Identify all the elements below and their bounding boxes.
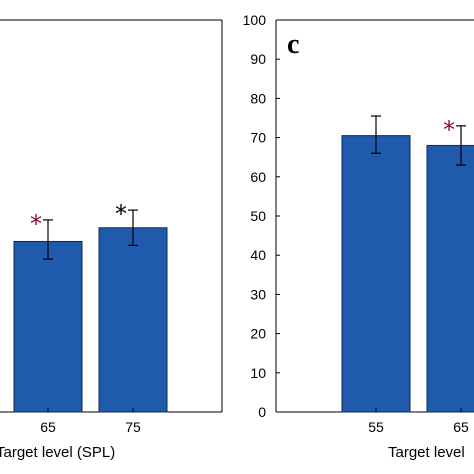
bar-1-55 — [341, 135, 411, 413]
bar-0-65 — [13, 240, 83, 413]
y-tick-label-30: 30 — [250, 286, 266, 302]
y-tick-label-10: 10 — [250, 365, 266, 381]
significance-star-0-75: * — [115, 200, 127, 228]
left-bars: * * — [13, 200, 168, 413]
panel-letter-c: c — [287, 29, 299, 60]
panel-left: * * 65 75 Target level (SPL) — [0, 19, 223, 461]
y-tick-label-20: 20 — [250, 326, 266, 342]
y-tick-label-60: 60 — [250, 169, 266, 185]
right-bars: * — [341, 115, 474, 413]
y-tick-label-50: 50 — [250, 208, 266, 224]
bar-1-65 — [426, 144, 474, 413]
y-tick-label-0: 0 — [258, 404, 266, 420]
y-tick-label-40: 40 — [250, 247, 266, 263]
x-tick-label-1-65: 65 — [453, 419, 469, 435]
y-tick-label-80: 80 — [250, 90, 266, 106]
panel-right: 0 10 20 30 40 50 60 70 80 90 100 * 55 65 c Target l… — [243, 12, 474, 461]
y-tick-label-100: 100 — [243, 12, 267, 28]
y-tick-label-90: 90 — [250, 51, 266, 67]
left-xticks: 65 75 — [40, 408, 141, 435]
x-tick-label-0-75: 75 — [125, 419, 141, 435]
significance-star-0-65: * — [30, 210, 42, 238]
x-tick-label-1-55: 55 — [368, 419, 384, 435]
right-yticks: 0 10 20 30 40 50 60 70 80 90 100 — [243, 12, 280, 420]
left-x-axis-title: Target level (SPL) — [0, 444, 115, 461]
x-tick-label-0-65: 65 — [40, 419, 56, 435]
right-x-axis-title: Target level — [388, 444, 465, 461]
y-tick-label-70: 70 — [250, 130, 266, 146]
bar-0-75 — [98, 227, 168, 413]
significance-star-1-65: * — [443, 116, 455, 144]
right-xticks: 55 65 — [368, 408, 469, 435]
